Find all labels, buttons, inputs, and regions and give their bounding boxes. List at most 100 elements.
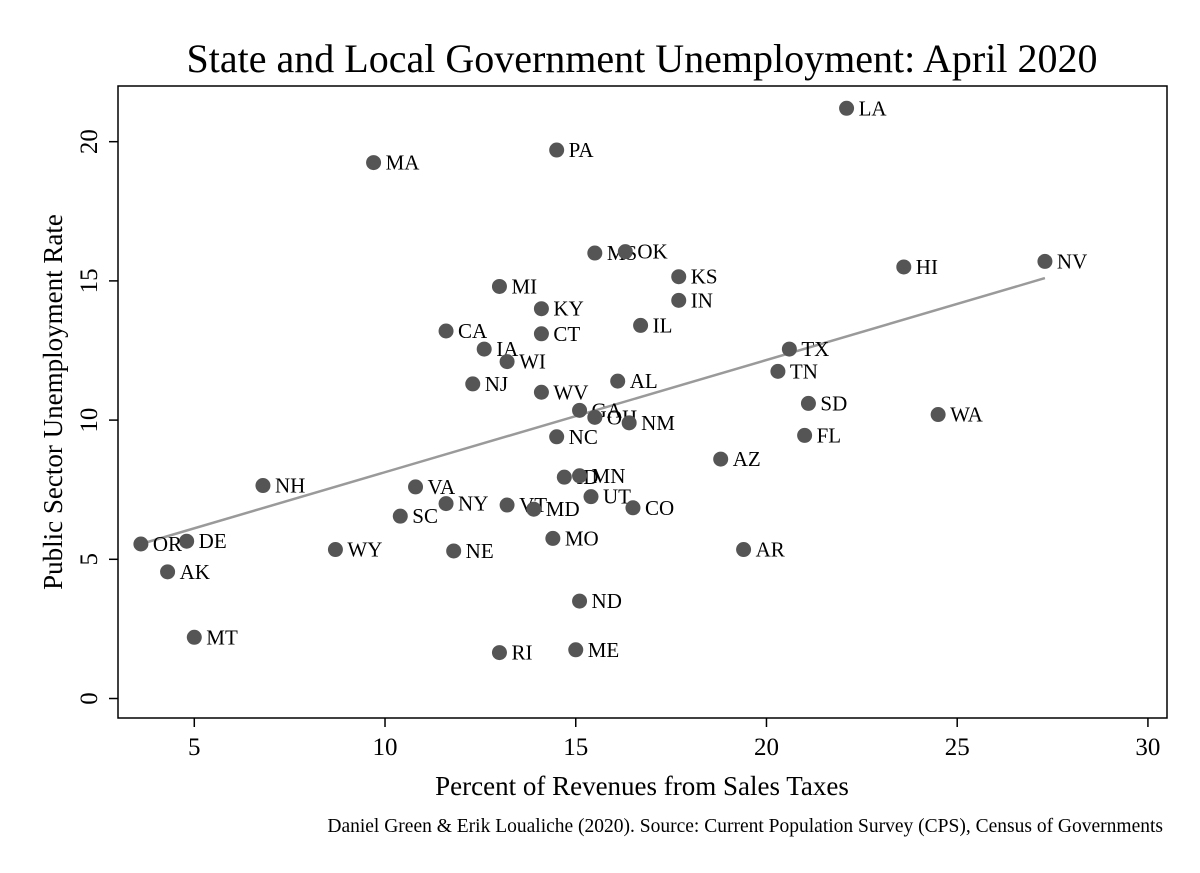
- point-label-al: AL: [630, 369, 658, 393]
- data-point-co: [625, 500, 641, 516]
- x-axis: 5 10 15 20 25 30: [188, 718, 1160, 761]
- point-label-wy: WY: [347, 538, 382, 562]
- data-point-al: [610, 373, 626, 389]
- data-point-nh: [255, 478, 271, 494]
- data-point-mn: [572, 468, 588, 484]
- data-point-ms: [587, 245, 603, 261]
- points-group: LAPAMAMSOKNVHIKSMIINKYILCACTIATXWITNALNJ…: [133, 96, 1087, 665]
- x-axis-label: Percent of Revenues from Sales Taxes: [435, 771, 849, 801]
- point-label-ks: KS: [691, 265, 718, 289]
- point-label-wv: WV: [553, 380, 588, 404]
- point-label-in: IN: [691, 288, 713, 312]
- point-label-ky: KY: [553, 297, 583, 321]
- point-label-wi: WI: [519, 350, 546, 374]
- data-point-ga: [572, 402, 588, 418]
- data-point-in: [671, 292, 687, 308]
- data-point-wy: [327, 542, 343, 558]
- x-tick-label: 5: [188, 734, 201, 761]
- y-axis-label: Public Sector Unemployment Rate: [38, 214, 68, 590]
- point-label-ak: AK: [180, 560, 210, 584]
- data-point-tx: [781, 341, 797, 357]
- data-point-md: [526, 501, 542, 517]
- chart-title: State and Local Government Unemployment:…: [187, 36, 1098, 81]
- data-point-ky: [533, 301, 549, 317]
- point-label-ma: MA: [386, 151, 421, 175]
- data-point-il: [633, 317, 649, 333]
- point-label-me: ME: [588, 638, 620, 662]
- point-label-nv: NV: [1057, 249, 1087, 273]
- data-point-me: [568, 642, 584, 658]
- point-label-az: AZ: [733, 447, 761, 471]
- point-label-ri: RI: [511, 641, 532, 665]
- point-label-sc: SC: [412, 504, 438, 528]
- point-label-nd: ND: [592, 589, 622, 613]
- data-point-pa: [549, 142, 565, 158]
- x-tick-label: 10: [373, 734, 398, 761]
- point-label-sd: SD: [820, 391, 847, 415]
- data-point-ks: [671, 269, 687, 285]
- point-label-ne: NE: [466, 539, 494, 563]
- point-label-mo: MO: [565, 526, 599, 550]
- data-point-nd: [572, 593, 588, 609]
- data-point-wv: [533, 384, 549, 400]
- data-point-la: [839, 100, 855, 116]
- data-point-oh: [587, 409, 603, 425]
- data-point-wa: [930, 407, 946, 423]
- point-label-nh: NH: [275, 474, 305, 498]
- point-label-ct: CT: [553, 322, 580, 346]
- data-point-mi: [491, 278, 507, 294]
- data-point-ri: [491, 645, 507, 661]
- data-point-ar: [736, 542, 752, 558]
- data-point-ak: [160, 564, 176, 580]
- y-tick-label: 20: [76, 129, 103, 154]
- data-point-nm: [621, 415, 637, 431]
- y-tick-label: 0: [76, 692, 103, 705]
- point-label-fl: FL: [817, 423, 842, 447]
- data-point-mt: [186, 629, 202, 645]
- data-point-nj: [465, 376, 481, 392]
- data-point-ca: [438, 323, 454, 339]
- point-label-ia: IA: [496, 337, 519, 361]
- point-label-mn: MN: [592, 464, 626, 488]
- data-point-sd: [800, 395, 816, 411]
- y-axis: 0 5 10 15 20: [76, 129, 118, 705]
- point-label-md: MD: [546, 497, 580, 521]
- data-point-ny: [438, 496, 454, 512]
- plot-frame: [117, 85, 1168, 719]
- point-label-ny: NY: [458, 492, 488, 516]
- data-point-fl: [797, 427, 813, 443]
- x-tick-label: 20: [754, 734, 779, 761]
- point-label-or: OR: [153, 532, 182, 556]
- data-point-sc: [392, 508, 408, 524]
- y-tick-label: 5: [76, 553, 103, 566]
- data-point-ok: [617, 244, 633, 260]
- point-label-va: VA: [428, 475, 456, 499]
- point-label-mi: MI: [511, 274, 537, 298]
- source-note: Daniel Green & Erik Loualiche (2020). So…: [327, 816, 1163, 837]
- data-point-or: [133, 536, 149, 552]
- data-point-ut: [583, 489, 599, 505]
- x-tick-label: 25: [945, 734, 970, 761]
- data-point-wi: [499, 354, 515, 370]
- x-tick-label: 15: [563, 734, 588, 761]
- point-label-pa: PA: [569, 138, 595, 162]
- x-tick-label: 30: [1135, 734, 1160, 761]
- point-label-hi: HI: [916, 255, 938, 279]
- y-tick-label: 10: [76, 408, 103, 433]
- data-point-id: [556, 469, 572, 485]
- data-point-va: [408, 479, 424, 495]
- data-point-de: [179, 533, 195, 549]
- data-point-mo: [545, 530, 561, 546]
- point-label-ca: CA: [458, 319, 488, 343]
- y-tick-label: 15: [76, 268, 103, 293]
- data-point-ia: [476, 341, 492, 357]
- data-point-hi: [896, 259, 912, 275]
- data-point-ne: [446, 543, 462, 559]
- point-label-tx: TX: [801, 337, 829, 361]
- data-point-tn: [770, 363, 786, 379]
- point-label-mt: MT: [206, 625, 238, 649]
- data-point-nv: [1037, 253, 1053, 269]
- point-label-nc: NC: [569, 425, 598, 449]
- data-point-ct: [533, 326, 549, 342]
